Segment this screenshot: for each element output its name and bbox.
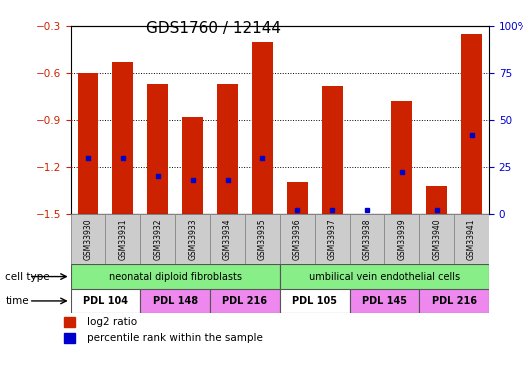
- Bar: [349, 214, 384, 264]
- Bar: [210, 214, 245, 264]
- Text: GSM33936: GSM33936: [293, 218, 302, 260]
- Text: neonatal diploid fibroblasts: neonatal diploid fibroblasts: [109, 272, 242, 282]
- Bar: [71, 264, 280, 289]
- Text: PDL 216: PDL 216: [431, 296, 476, 306]
- Bar: [140, 289, 210, 313]
- Text: GSM33930: GSM33930: [84, 218, 93, 260]
- Bar: [252, 42, 273, 214]
- Text: GSM33933: GSM33933: [188, 218, 197, 260]
- Text: GSM33938: GSM33938: [362, 218, 371, 260]
- Bar: [384, 214, 419, 264]
- Bar: [112, 62, 133, 214]
- Text: GSM33940: GSM33940: [432, 218, 441, 260]
- Text: PDL 145: PDL 145: [362, 296, 407, 306]
- Bar: [64, 333, 75, 343]
- Bar: [140, 214, 175, 264]
- Bar: [71, 289, 140, 313]
- Text: GSM33931: GSM33931: [118, 218, 128, 260]
- Text: log2 ratio: log2 ratio: [87, 317, 138, 327]
- Bar: [287, 183, 308, 214]
- Text: PDL 216: PDL 216: [222, 296, 267, 306]
- Bar: [322, 86, 343, 214]
- Bar: [147, 84, 168, 214]
- Text: GSM33941: GSM33941: [467, 218, 476, 260]
- Text: PDL 105: PDL 105: [292, 296, 337, 306]
- Bar: [426, 186, 447, 214]
- Bar: [280, 214, 315, 264]
- Bar: [217, 84, 238, 214]
- Bar: [454, 214, 489, 264]
- Bar: [280, 289, 349, 313]
- Text: time: time: [5, 296, 29, 306]
- Text: PDL 148: PDL 148: [153, 296, 198, 306]
- Text: GSM33937: GSM33937: [327, 218, 337, 260]
- Bar: [77, 73, 98, 214]
- Text: percentile rank within the sample: percentile rank within the sample: [87, 333, 263, 343]
- Bar: [106, 214, 140, 264]
- Bar: [64, 317, 75, 327]
- Bar: [71, 214, 106, 264]
- Bar: [419, 214, 454, 264]
- Text: GDS1760 / 12144: GDS1760 / 12144: [146, 21, 281, 36]
- Bar: [419, 289, 489, 313]
- Bar: [349, 289, 419, 313]
- Bar: [182, 117, 203, 214]
- Text: GSM33934: GSM33934: [223, 218, 232, 260]
- Bar: [280, 264, 489, 289]
- Bar: [245, 214, 280, 264]
- Text: GSM33932: GSM33932: [153, 218, 162, 260]
- Bar: [210, 289, 280, 313]
- Bar: [461, 34, 482, 214]
- Text: cell type: cell type: [5, 272, 50, 282]
- Text: PDL 104: PDL 104: [83, 296, 128, 306]
- Bar: [315, 214, 349, 264]
- Bar: [391, 101, 412, 214]
- Text: GSM33935: GSM33935: [258, 218, 267, 260]
- Text: umbilical vein endothelial cells: umbilical vein endothelial cells: [309, 272, 460, 282]
- Text: GSM33939: GSM33939: [397, 218, 406, 260]
- Bar: [175, 214, 210, 264]
